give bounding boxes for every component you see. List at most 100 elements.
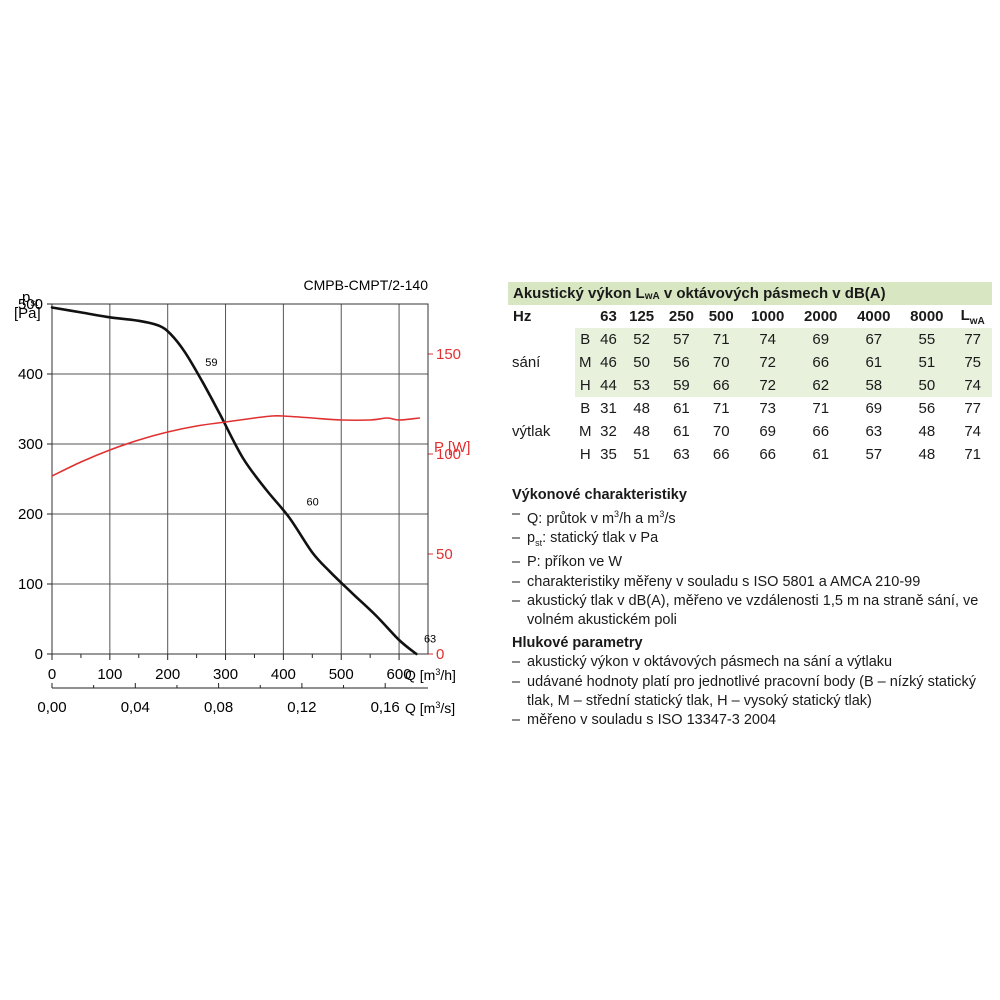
total-header: LwA xyxy=(960,306,985,327)
band-value: 73 xyxy=(759,400,776,417)
mode-label: M xyxy=(579,423,592,440)
band-value: 50 xyxy=(900,374,954,397)
band-value: 66 xyxy=(812,423,830,440)
hz-label: Hz xyxy=(513,308,532,325)
chart-title: CMPB-CMPT/2-140 xyxy=(304,277,429,293)
x-primary-label: Q [m3/h] xyxy=(405,667,456,683)
total-value: 75 xyxy=(953,351,992,374)
x2-tick-label: 0,16 xyxy=(371,699,400,716)
band-value: 74 xyxy=(741,328,795,351)
list-item: pst: statický tlak v Pa xyxy=(512,529,998,553)
noise-list: akustický výkon v oktávových pásmech na … xyxy=(512,653,998,730)
mode-label: H xyxy=(579,446,591,463)
total-value: 74 xyxy=(964,423,982,440)
band-value: 62 xyxy=(794,374,848,397)
band-header: 2000 xyxy=(804,308,838,325)
table-row: H 35 51 63 66 66 61 57 48 71 xyxy=(508,443,992,466)
y-left-tick-label: 400 xyxy=(18,366,43,383)
operating-point-label: 60 xyxy=(307,496,319,508)
band-value: 71 xyxy=(712,400,730,417)
band-value: 59 xyxy=(661,374,702,397)
band-header: 250 xyxy=(668,308,694,325)
y-right-tick-label: 0 xyxy=(436,646,444,663)
y-left-tick-label: 300 xyxy=(18,436,43,453)
y-left-tick-label: 0 xyxy=(35,646,43,663)
list-item: měřeno v souladu s ISO 13347-3 2004 xyxy=(512,711,998,730)
band-value: 52 xyxy=(621,328,662,351)
notes-section: Výkonové charakteristiky Q: průtok v m3/… xyxy=(512,482,998,734)
acoustic-power-table: Akustický výkon LwA v oktávových pásmech… xyxy=(508,282,992,466)
band-value: 57 xyxy=(865,446,883,463)
x-tick-label: 0 xyxy=(48,666,56,683)
operating-point-label: 63 xyxy=(424,634,436,646)
x2-tick-label: 0,08 xyxy=(204,699,233,716)
x-tick-label: 400 xyxy=(271,666,296,683)
x-tick-label: 300 xyxy=(213,666,238,683)
band-header: 4000 xyxy=(857,308,891,325)
x2-tick-label: 0,04 xyxy=(121,699,150,716)
table-row: H 44 53 59 66 72 62 58 50 74 xyxy=(508,374,992,397)
table-row: sání M 46 50 56 70 72 66 61 51 75 xyxy=(508,351,992,374)
operating-point-label: 59 xyxy=(205,357,217,369)
band-value: 44 xyxy=(595,374,622,397)
band-value: 71 xyxy=(812,400,830,417)
band-value: 66 xyxy=(701,374,742,397)
band-value: 35 xyxy=(600,446,617,463)
band-value: 46 xyxy=(595,351,622,374)
total-value: 71 xyxy=(964,446,982,463)
band-value: 67 xyxy=(847,328,901,351)
list-item: Q: průtok v m3/h a m3/s xyxy=(512,505,998,529)
band-value: 63 xyxy=(865,423,883,440)
table-title: Akustický výkon LwA v oktávových pásmech… xyxy=(508,282,992,305)
band-value: 71 xyxy=(701,328,742,351)
mode-label: B xyxy=(575,328,596,351)
table-row: B 31 48 61 71 73 71 69 56 77 xyxy=(508,397,992,420)
band-header: 63 xyxy=(600,308,617,325)
x-tick-label: 200 xyxy=(155,666,180,683)
band-value: 72 xyxy=(741,351,795,374)
list-item: udávané hodnoty platí pro jednotlivé pra… xyxy=(512,673,998,711)
y-right-label: P [W] xyxy=(434,439,470,456)
x2-tick-label: 0,00 xyxy=(37,699,66,716)
mode-label: H xyxy=(575,374,596,397)
band-value: 61 xyxy=(847,351,901,374)
y-right-tick-label: 50 xyxy=(436,546,453,563)
performance-heading: Výkonové charakteristiky xyxy=(512,487,687,503)
list-item: P: příkon ve W xyxy=(512,553,998,572)
series-line-p xyxy=(51,414,421,477)
band-value: 66 xyxy=(712,446,730,463)
y-right-tick-label: 150 xyxy=(436,346,461,363)
band-value: 56 xyxy=(918,400,936,417)
plot-frame xyxy=(51,303,429,655)
band-header: 8000 xyxy=(910,308,944,325)
band-header: 125 xyxy=(629,308,655,325)
band-header: 500 xyxy=(708,308,734,325)
group-label xyxy=(508,443,575,466)
band-value: 48 xyxy=(918,423,936,440)
band-value: 70 xyxy=(712,423,730,440)
band-value: 66 xyxy=(794,351,848,374)
band-value: 69 xyxy=(865,400,883,417)
band-value: 57 xyxy=(661,328,702,351)
y-left-tick-label: 200 xyxy=(18,506,43,523)
list-item: charakteristiky měřeny v souladu s ISO 5… xyxy=(512,573,998,592)
band-value: 48 xyxy=(918,446,936,463)
band-value: 51 xyxy=(633,446,650,463)
band-value: 70 xyxy=(701,351,742,374)
list-item: akustický výkon v oktávových pásmech na … xyxy=(512,653,998,672)
group-label: sání xyxy=(512,354,541,371)
y-left-label: pst xyxy=(22,289,38,309)
table-title-row: Akustický výkon LwA v oktávových pásmech… xyxy=(508,282,992,305)
list-item: akustický tlak v dB(A), měřeno ve vzdále… xyxy=(512,592,998,630)
group-label: výtlak xyxy=(512,423,551,440)
band-value: 61 xyxy=(673,400,690,417)
band-value: 69 xyxy=(794,328,848,351)
table-header-row: Hz 63 125 250 500 1000 2000 4000 8000 LwA xyxy=(508,305,992,328)
x-secondary-label: Q [m3/s] xyxy=(405,700,455,716)
band-value: 58 xyxy=(847,374,901,397)
x-tick-label: 100 xyxy=(97,666,122,683)
band-value: 66 xyxy=(759,446,776,463)
table-row: B 46 52 57 71 74 69 67 55 77 xyxy=(508,328,992,351)
y-right-tick-label: 100 xyxy=(436,446,461,463)
band-value: 55 xyxy=(900,328,954,351)
